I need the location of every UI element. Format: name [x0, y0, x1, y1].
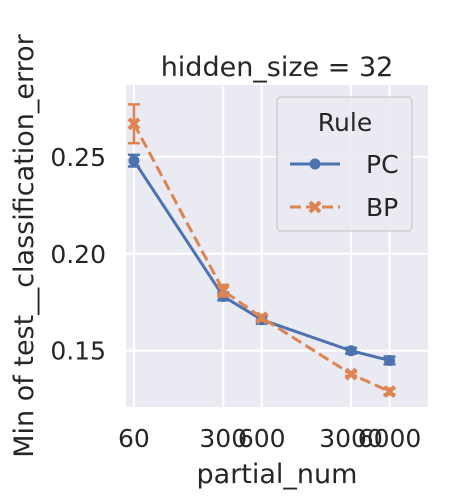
legend-entry-bp: BP: [290, 193, 398, 222]
y-axis-label: Min of test__classification_error: [9, 33, 40, 457]
legend: Rule PC BP: [276, 96, 413, 232]
data-point: [383, 385, 396, 398]
legend-marker: [309, 158, 321, 170]
x-tick-label: 60: [118, 424, 150, 453]
legend-items: PC BP: [290, 150, 399, 222]
series-line: [132, 123, 391, 393]
legend-label: BP: [366, 193, 398, 222]
data-point: [127, 117, 141, 131]
data-point: [344, 367, 358, 381]
data-point: [128, 155, 140, 167]
data-point: [345, 345, 357, 357]
x-tick-label: 6000: [358, 424, 422, 453]
data-point: [384, 354, 396, 366]
x-axis-label: partial_num: [197, 459, 358, 490]
x-tick-label: 600: [238, 424, 286, 453]
legend-label: PC: [366, 150, 399, 179]
legend-marker: [308, 200, 322, 214]
y-tick-label: 0.25: [50, 143, 106, 172]
legend-title: Rule: [318, 108, 372, 137]
series-bp: [127, 103, 396, 398]
data-point: [255, 311, 269, 325]
y-tick-label: 0.20: [50, 240, 106, 269]
chart-title: hidden_size = 32: [161, 52, 394, 83]
x-tick-label: 300: [199, 424, 247, 453]
series-layer: [127, 103, 396, 398]
data-point: [216, 284, 230, 298]
legend-entry-pc: PC: [290, 150, 399, 179]
legend-box: [276, 96, 413, 232]
y-tick-label: 0.15: [50, 337, 106, 366]
x-tick-label: 3000: [319, 424, 383, 453]
